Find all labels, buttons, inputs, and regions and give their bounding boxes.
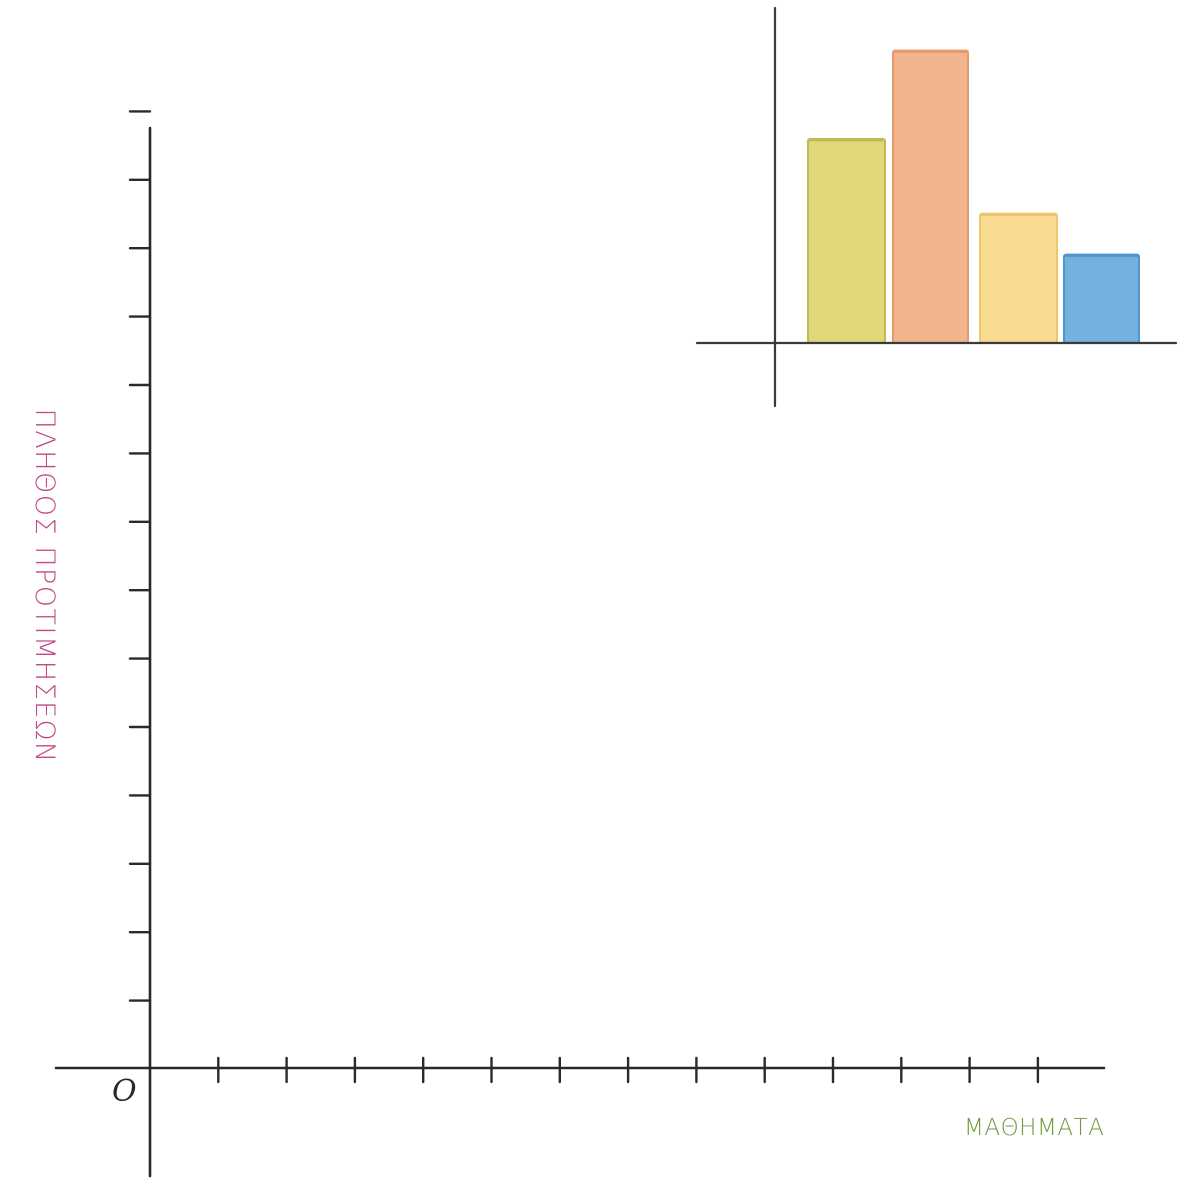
- y-axis-label: ΠΛΗΘΟΣ ΠΡΟΤΙΜΗΣΕΩΝ: [29, 408, 60, 763]
- inset-bar: [979, 212, 1058, 344]
- origin-label: O: [112, 1074, 137, 1109]
- inset-bar: [807, 138, 886, 344]
- inset-bar-chart: [695, 6, 1178, 408]
- y-ticks: [128, 110, 152, 1002]
- x-ticks: [217, 1056, 1040, 1084]
- inset-bar: [892, 49, 969, 344]
- x-axis-label: ΜΑΘΗΜΑΤΑ: [964, 1115, 1104, 1141]
- inset-bar: [1063, 253, 1140, 345]
